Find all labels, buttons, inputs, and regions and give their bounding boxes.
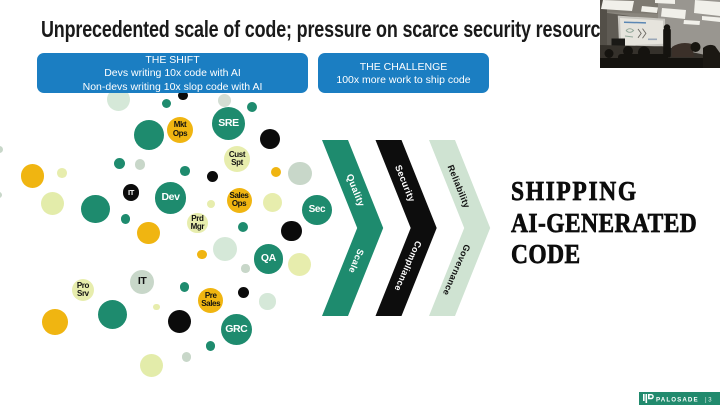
svg-text:PALOSADE: PALOSADE — [656, 397, 699, 404]
svg-text:| 3: | 3 — [705, 398, 712, 404]
